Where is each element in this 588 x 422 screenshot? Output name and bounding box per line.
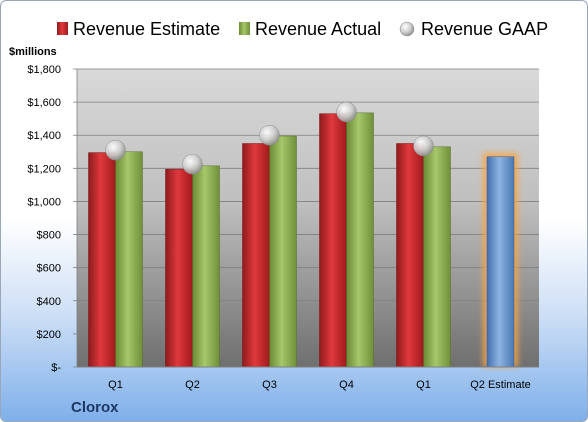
actual-bar <box>423 146 451 368</box>
legend-swatch-actual <box>239 22 250 35</box>
y-tick-label: $800 <box>37 230 61 242</box>
gaap-marker <box>259 124 280 146</box>
plot-area <box>77 69 539 367</box>
gaap-markers <box>105 101 434 175</box>
actual-bar <box>269 135 297 368</box>
actual-bar <box>346 112 374 368</box>
y-tick-label: $1,000 <box>27 196 61 208</box>
gaap-marker <box>413 135 434 157</box>
actual-bar <box>115 151 143 368</box>
company-name: Clorox <box>71 399 119 416</box>
estimate-bar <box>165 168 193 368</box>
y-axis-label: $millions <box>9 46 57 58</box>
y-tick-label: $200 <box>37 329 61 341</box>
legend-label-gaap: Revenue GAAP <box>421 19 548 39</box>
x-tick-label: Q1 <box>108 379 123 391</box>
x-tick-label: Q2 Estimate <box>470 379 531 391</box>
x-tick-label: Q2 <box>185 379 200 391</box>
legend-label-estimate: Revenue Estimate <box>73 19 220 39</box>
estimate-bar <box>319 113 347 368</box>
y-tick-label: $600 <box>37 263 61 275</box>
gaap-marker <box>105 139 126 161</box>
y-tick-label: $1,800 <box>27 64 61 76</box>
x-tick-label: Q4 <box>339 379 354 391</box>
gaap-marker <box>336 101 357 123</box>
estimate-bar <box>486 156 515 368</box>
gridlines <box>77 68 539 335</box>
legend-swatch-estimate <box>57 22 68 35</box>
y-axis-ticks: $- $200 $400 $600 $800 $1,000 $1,200 $1,400 $1,6… <box>27 64 78 374</box>
estimate-bar <box>396 143 424 368</box>
estimate-bar <box>242 143 270 368</box>
bars <box>88 112 518 368</box>
y-tick-label: $1,600 <box>27 97 61 109</box>
y-tick-label: $400 <box>37 296 61 308</box>
y-tick-label: $1,200 <box>27 163 61 175</box>
x-tick-label: Q1 <box>416 379 431 391</box>
estimate-bar <box>88 152 116 368</box>
y-tick-label: $- <box>51 362 61 374</box>
gaap-marker <box>182 153 203 175</box>
legend-label-actual: Revenue Actual <box>255 19 381 39</box>
actual-bar <box>192 165 220 368</box>
x-tick-label: Q3 <box>262 379 277 391</box>
x-axis-ticks: Q1 Q2 Q3 Q4 Q1 Q2 Estimate <box>108 379 531 391</box>
y-tick-label: $1,400 <box>27 130 61 142</box>
legend-swatch-gaap <box>399 21 415 37</box>
legend: Revenue Estimate Revenue Actual Revenue … <box>57 19 548 39</box>
